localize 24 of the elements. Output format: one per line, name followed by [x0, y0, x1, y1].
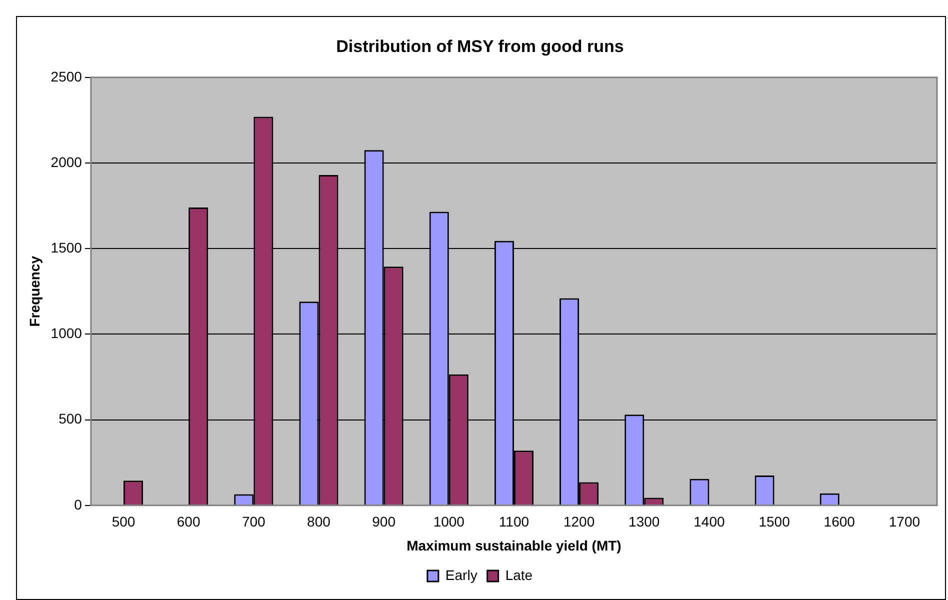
legend-label: Early [445, 566, 478, 583]
y-tick-label: 0 [74, 496, 82, 512]
x-tick-label: 1400 [694, 514, 725, 530]
y-tick-label: 2000 [50, 154, 82, 170]
x-tick-label: 900 [372, 514, 396, 530]
x-tick-label: 1300 [628, 514, 660, 530]
x-tick-label: 1600 [824, 514, 856, 530]
x-tick-label: 700 [242, 514, 266, 530]
x-tick-label: 1500 [758, 514, 790, 530]
legend-label: Late [505, 566, 533, 583]
y-axis-title: Frequency [26, 256, 42, 327]
x-tick-label: 1000 [433, 514, 465, 530]
y-tick-label: 1500 [50, 239, 82, 256]
x-tick-label: 1700 [888, 514, 920, 530]
x-tick-label: 1200 [563, 514, 595, 530]
y-tick-label: 2500 [50, 68, 82, 84]
x-tick-label: 1100 [498, 514, 530, 530]
chart-title: Distribution of MSY from good runs [336, 36, 624, 56]
y-tick-label: 500 [58, 410, 82, 427]
x-tick-label: 800 [307, 514, 331, 530]
x-tick-label: 600 [176, 514, 200, 530]
x-axis-title: Maximum sustainable yield (MT) [406, 537, 622, 554]
y-tick-label: 1000 [50, 325, 82, 342]
x-tick-label: 500 [112, 514, 136, 530]
